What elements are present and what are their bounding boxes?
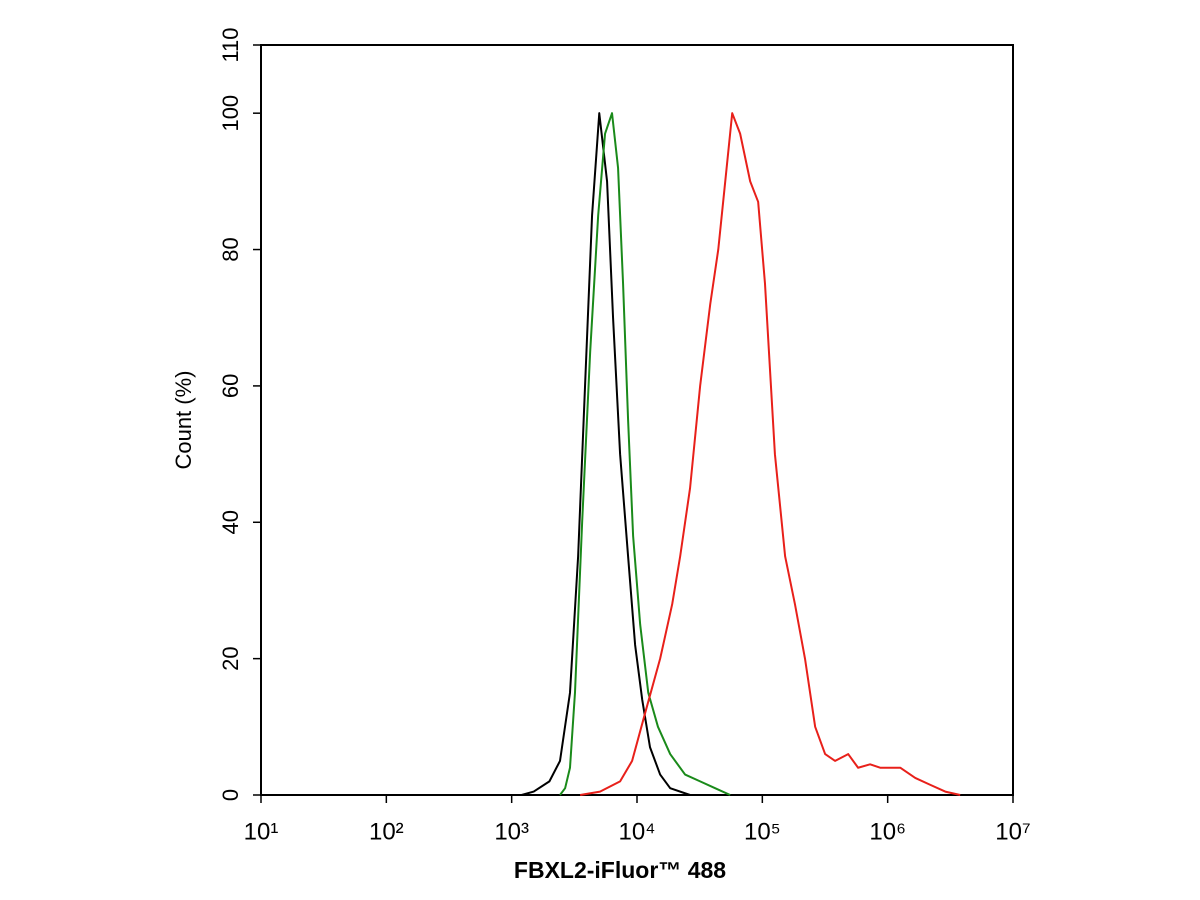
y-tick-label: 20	[218, 646, 243, 670]
x-tick-label: 10³	[494, 818, 529, 845]
x-tick-label: 10²	[369, 818, 404, 845]
x-tick-label: 10⁶	[869, 818, 906, 845]
x-tick-label: 10¹	[244, 818, 279, 845]
y-tick-label: 60	[218, 374, 243, 398]
histogram-line	[559, 112, 731, 796]
y-tick-label: 110	[218, 27, 243, 62]
histogram-line	[521, 112, 691, 796]
y-tick-label: 0	[218, 789, 243, 801]
histogram-line	[580, 112, 961, 796]
x-tick-label: 10⁵	[744, 818, 781, 845]
y-tick-label: 80	[218, 237, 243, 261]
plot-frame	[260, 44, 1014, 796]
y-tick-label: 40	[218, 510, 243, 534]
y-axis-label: Count (%)	[171, 370, 196, 469]
x-axis-label: FBXL2-iFluor™ 488	[514, 857, 726, 883]
y-tick-label: 100	[218, 95, 243, 132]
x-tick-label: 10⁴	[618, 818, 655, 845]
x-tick-label: 10⁷	[995, 818, 1030, 845]
